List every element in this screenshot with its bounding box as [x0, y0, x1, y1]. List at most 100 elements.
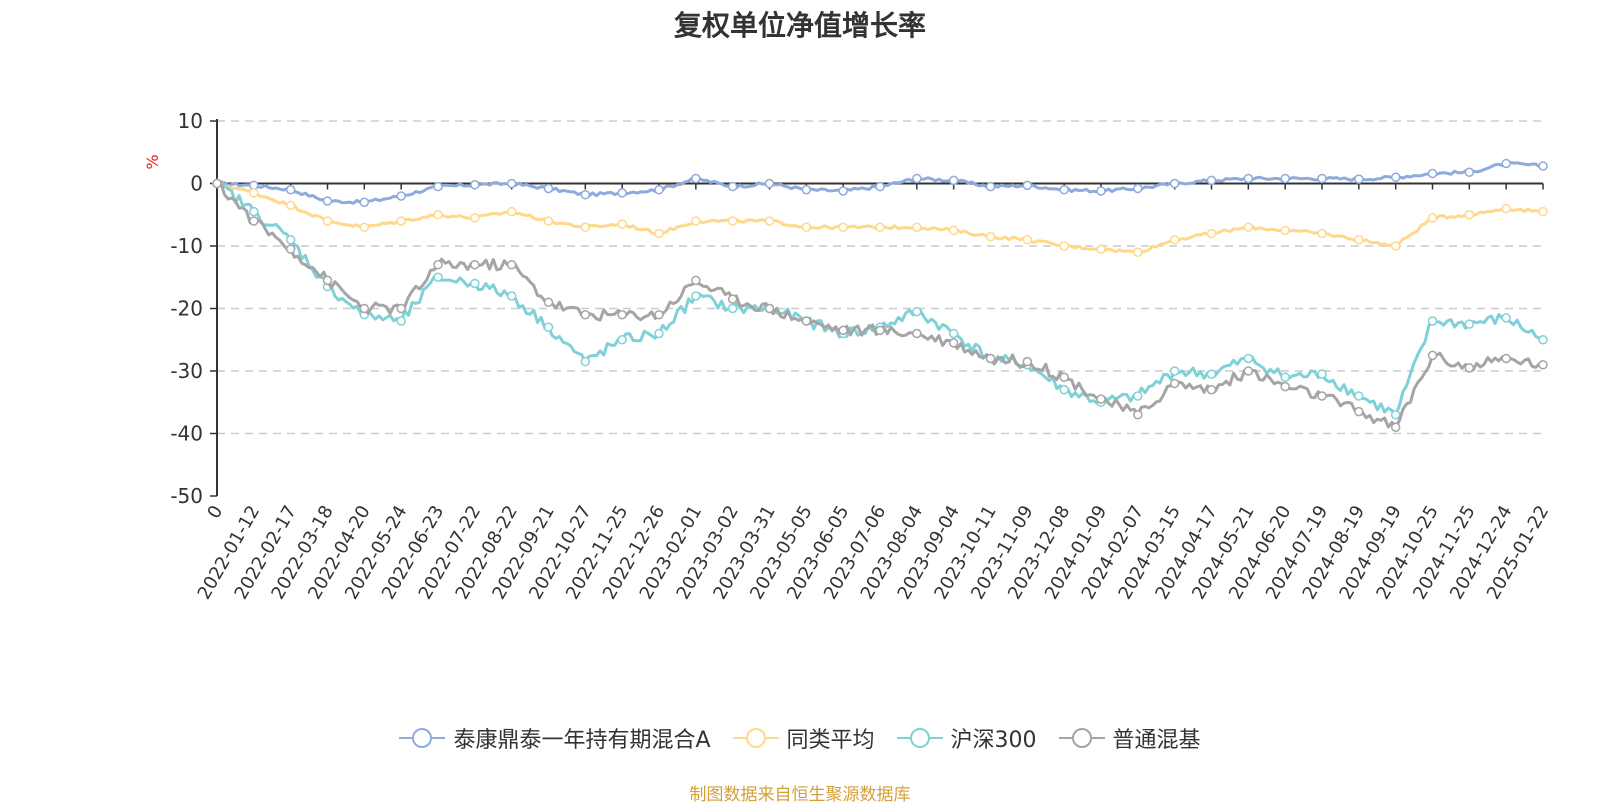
y-tick-label: -10 [170, 234, 203, 258]
data-point [875, 181, 885, 192]
data-point [1022, 356, 1033, 367]
data-point [506, 206, 517, 217]
y-axis-unit: % [143, 154, 162, 169]
data-point [506, 178, 517, 189]
data-point [1317, 369, 1327, 379]
data-point [506, 291, 517, 301]
data-point [285, 185, 296, 195]
data-point [617, 219, 627, 229]
data-point [1280, 173, 1290, 184]
data-point [543, 322, 554, 332]
data-point [322, 216, 333, 226]
data-point [985, 181, 996, 192]
data-point [948, 338, 959, 348]
data-point [948, 225, 959, 236]
data-point [580, 310, 591, 320]
data-point [1464, 210, 1475, 220]
data-point [654, 185, 664, 195]
data-point [285, 235, 296, 245]
data-point [948, 175, 959, 186]
data-point [617, 188, 627, 198]
data-point [396, 316, 406, 326]
data-point [470, 278, 480, 289]
data-point [1501, 313, 1511, 323]
legend-item-csi300[interactable]: 沪深300 [896, 722, 1037, 754]
data-point [580, 222, 591, 232]
data-point [1427, 316, 1438, 326]
data-point [359, 303, 370, 314]
data-point [1206, 385, 1217, 395]
legend-item-peer-average[interactable]: 同类平均 [732, 722, 875, 754]
data-point [654, 228, 664, 239]
data-point [1427, 350, 1438, 361]
grid-layer [217, 120, 1543, 435]
chart-title: 复权单位净值增长率 [673, 9, 926, 42]
y-tick-label: 0 [190, 172, 203, 196]
data-point [543, 183, 554, 194]
data-point [543, 216, 554, 226]
data-point [838, 222, 848, 232]
series-line [216, 181, 1544, 254]
data-point [396, 191, 406, 201]
data-point [1538, 161, 1548, 171]
data-point [691, 275, 701, 286]
data-point [654, 310, 664, 320]
data-point [1059, 185, 1069, 195]
data-point [1464, 363, 1475, 373]
data-point [727, 216, 738, 226]
legend-label: 沪深300 [950, 728, 1037, 753]
legend: 泰康鼎泰一年持有期混合A 同类平均 沪深300 普通混基 [0, 722, 1600, 754]
data-point [433, 181, 443, 192]
data-point [249, 216, 259, 226]
data-point [1354, 174, 1364, 184]
data-point [470, 213, 480, 223]
data-point [1133, 410, 1143, 420]
data-point [727, 181, 738, 192]
data-point [1206, 369, 1217, 379]
data-point [1059, 385, 1069, 395]
data-point [912, 328, 922, 339]
data-point [948, 328, 959, 339]
data-point [875, 325, 885, 336]
data-point [396, 216, 406, 226]
data-point [285, 200, 296, 211]
data-point [764, 178, 775, 189]
data-point [1501, 203, 1511, 214]
data-point [985, 353, 996, 364]
data-point [1133, 183, 1143, 194]
data-point [1169, 378, 1180, 389]
data-point [1390, 422, 1401, 432]
legend-marker-icon [732, 728, 779, 748]
legend-item-fund[interactable]: 泰康鼎泰一年持有期混合A [399, 722, 711, 754]
legend-marker-icon [399, 728, 446, 748]
data-point [691, 291, 701, 301]
legend-marker-icon [1058, 728, 1105, 748]
data-point [985, 231, 996, 242]
data-point [912, 306, 922, 317]
data-point [1390, 241, 1401, 251]
data-point [1133, 247, 1143, 257]
legend-marker-icon [896, 728, 943, 748]
data-point [1206, 175, 1217, 186]
data-point [764, 216, 775, 226]
data-point [396, 303, 406, 314]
data-point [212, 178, 222, 189]
data-point [691, 216, 701, 226]
data-point [1022, 235, 1033, 245]
data-point [838, 186, 848, 196]
data-point [1096, 244, 1106, 254]
data-point [1464, 167, 1475, 177]
y-tick-label: -20 [170, 297, 203, 321]
data-point [1022, 180, 1033, 191]
legend-item-mixed-fund[interactable]: 普通混基 [1058, 722, 1201, 754]
data-point [322, 196, 333, 206]
data-point [1280, 225, 1290, 236]
data-point [1390, 172, 1401, 182]
data-point [1317, 228, 1327, 239]
data-point [1427, 168, 1438, 179]
data-point [1243, 353, 1254, 364]
data-point [1354, 406, 1364, 417]
data-point [617, 310, 627, 320]
data-point [433, 272, 443, 282]
y-tick-label: -40 [170, 422, 203, 446]
